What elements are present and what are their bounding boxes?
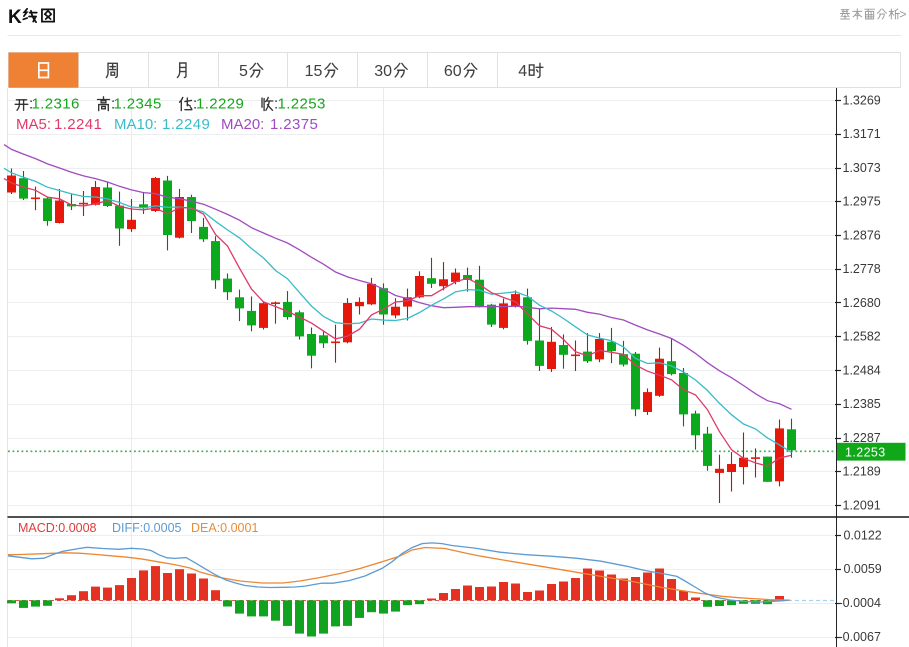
svg-text:-0.0067: -0.0067 — [839, 630, 881, 644]
svg-text:15: 15 — [305, 63, 323, 80]
svg-text::: : — [193, 96, 197, 113]
svg-text:0.0059: 0.0059 — [844, 562, 882, 576]
svg-text:1.2680: 1.2680 — [843, 296, 881, 310]
svg-text:1.2345: 1.2345 — [114, 96, 162, 113]
svg-text:1.3073: 1.3073 — [843, 161, 881, 175]
svg-text:5: 5 — [239, 63, 248, 80]
svg-text:60: 60 — [444, 63, 462, 80]
svg-text:1.2484: 1.2484 — [843, 363, 881, 377]
svg-text:K: K — [8, 7, 22, 28]
svg-text:MACD:0.0008: MACD:0.0008 — [18, 521, 97, 535]
svg-text::: : — [111, 96, 115, 113]
svg-text::: : — [274, 96, 278, 113]
svg-text::: : — [29, 96, 33, 113]
svg-text:-0.0004: -0.0004 — [839, 596, 881, 610]
svg-text:1.2876: 1.2876 — [843, 228, 881, 242]
svg-text:0.0122: 0.0122 — [844, 529, 882, 543]
svg-text:1.2249: 1.2249 — [162, 116, 210, 133]
svg-text:DEA:0.0001: DEA:0.0001 — [191, 521, 258, 535]
svg-text:1.2375: 1.2375 — [270, 116, 318, 133]
svg-text:1.2778: 1.2778 — [843, 262, 881, 276]
svg-text:1.3171: 1.3171 — [843, 127, 881, 141]
svg-text:MA20:: MA20: — [221, 116, 264, 133]
svg-text:1.2229: 1.2229 — [196, 96, 244, 113]
svg-text:MA5:: MA5: — [16, 116, 51, 133]
svg-text:1.2385: 1.2385 — [843, 397, 881, 411]
svg-text:4: 4 — [518, 63, 527, 80]
svg-text:DIFF:0.0005: DIFF:0.0005 — [112, 521, 182, 535]
svg-text:30: 30 — [374, 63, 392, 80]
svg-text:MA10:: MA10: — [114, 116, 157, 133]
svg-text:1.2189: 1.2189 — [843, 465, 881, 479]
svg-text:1.2253: 1.2253 — [278, 96, 326, 113]
svg-text:1.2253: 1.2253 — [845, 445, 886, 459]
svg-text:1.2975: 1.2975 — [843, 195, 881, 209]
svg-text:1.2287: 1.2287 — [843, 431, 881, 445]
svg-text:>: > — [899, 8, 906, 22]
svg-text:1.2241: 1.2241 — [54, 116, 102, 133]
svg-text:1.2582: 1.2582 — [843, 330, 881, 344]
svg-text:1.2316: 1.2316 — [32, 96, 80, 113]
svg-text:1.2091: 1.2091 — [843, 498, 881, 512]
svg-text:1.3269: 1.3269 — [843, 93, 881, 107]
